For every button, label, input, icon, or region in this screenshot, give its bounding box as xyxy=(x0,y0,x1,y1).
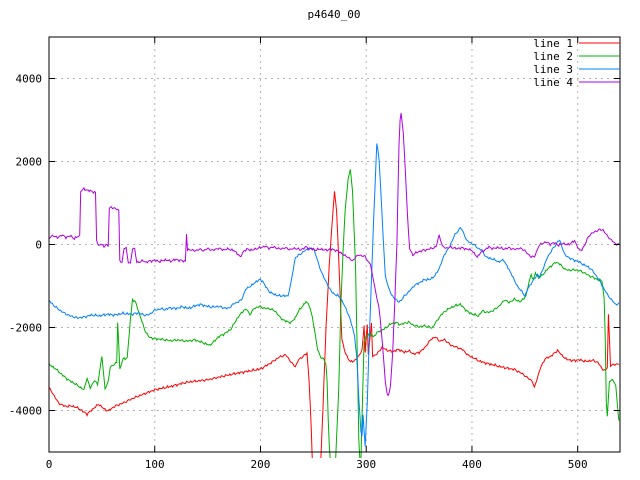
x-tick-label: 200 xyxy=(251,458,271,471)
x-tick-label: 300 xyxy=(356,458,376,471)
y-tick-label: -4000 xyxy=(9,405,42,418)
legend-item: line 2 xyxy=(533,50,620,63)
series-layer xyxy=(49,112,620,458)
x-tick-label: 100 xyxy=(145,458,165,471)
y-tick-label: 0 xyxy=(35,239,42,252)
series-line-3 xyxy=(49,143,620,447)
series-line-2 xyxy=(49,169,620,458)
series-line-4 xyxy=(49,112,619,396)
x-tick-label: 500 xyxy=(568,458,588,471)
x-tick-label: 0 xyxy=(46,458,53,471)
legend-label: line 1 xyxy=(533,37,573,50)
legend-item: line 4 xyxy=(533,76,620,89)
y-tick-label: -2000 xyxy=(9,322,42,335)
x-tick-label: 400 xyxy=(462,458,482,471)
legend-item: line 1 xyxy=(533,37,620,50)
legend-label: line 4 xyxy=(533,76,573,89)
legend-label: line 2 xyxy=(533,50,573,63)
tick-layer: 0 100 200 300 400 500 -4000 -2000 0 2000 4000 xyxy=(9,37,620,471)
legend-label: line 3 xyxy=(533,63,573,76)
legend-item: line 3 xyxy=(533,63,620,76)
y-tick-label: 4000 xyxy=(16,73,43,86)
grid-layer xyxy=(49,37,620,452)
y-tick-label: 2000 xyxy=(16,156,43,169)
series-line-1 xyxy=(49,191,620,458)
chart-title: p4640_00 xyxy=(308,8,361,21)
